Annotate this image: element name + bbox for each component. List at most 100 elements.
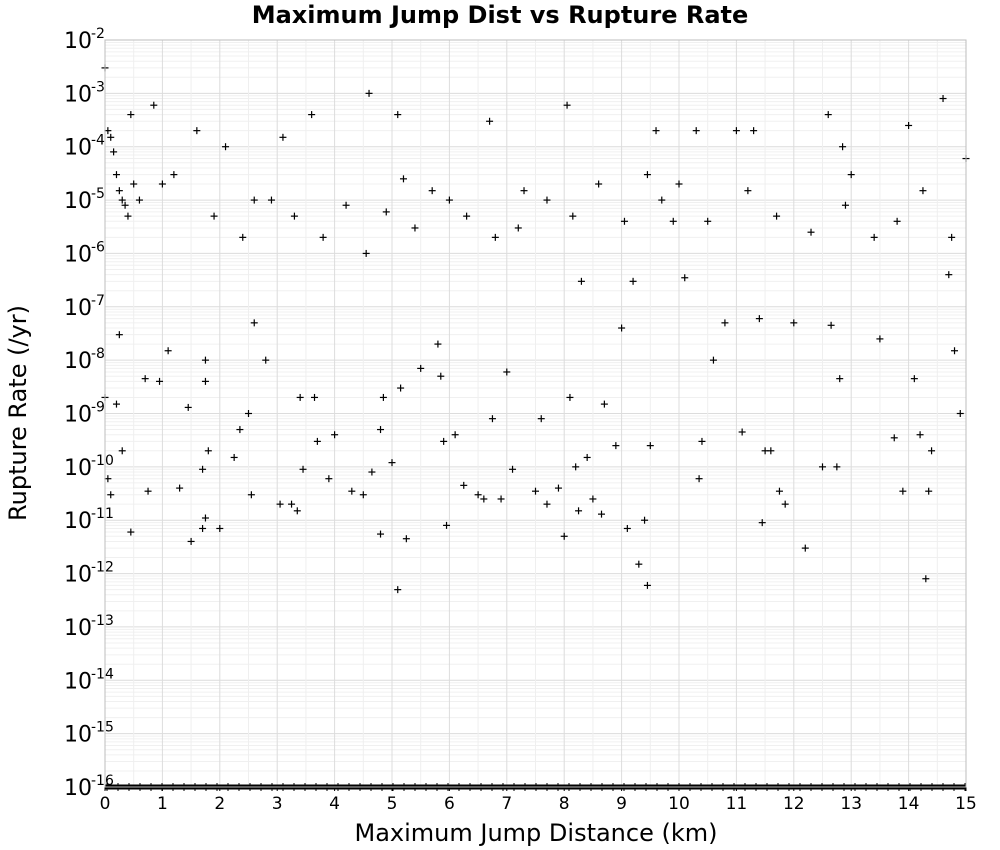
- x-tick-label: 1: [157, 794, 168, 814]
- data-point: [893, 217, 901, 225]
- x-tick-label: 5: [387, 794, 398, 814]
- data-point: [463, 212, 471, 220]
- y-tick-exponent: -12: [91, 560, 114, 576]
- data-point: [184, 403, 192, 411]
- data-point: [124, 212, 132, 220]
- data-point: [121, 201, 129, 209]
- data-point: [629, 277, 637, 285]
- data-point: [201, 356, 209, 364]
- y-tick-exponent: -8: [91, 346, 105, 362]
- data-point: [790, 319, 798, 327]
- data-point: [600, 400, 608, 408]
- data-point: [388, 459, 396, 467]
- data-point: [288, 500, 296, 508]
- data-point: [239, 233, 247, 241]
- data-point: [250, 319, 258, 327]
- data-point: [319, 233, 327, 241]
- y-tick-exponent: -15: [91, 720, 114, 736]
- y-tick-label: 10: [64, 723, 92, 748]
- y-tick-label: 10: [64, 669, 92, 694]
- grid: [104, 39, 967, 788]
- data-point: [641, 516, 649, 524]
- data-point: [368, 468, 376, 476]
- data-point: [612, 442, 620, 450]
- data-point: [738, 428, 746, 436]
- y-tick-label: 10: [64, 242, 92, 267]
- axis-ticks: 0 1 2 3 4 5 6 7 8 9 10 11 12 13 14 1510-210-310-410-510…: [64, 26, 977, 814]
- x-axis-label: Maximum Jump Distance (km): [355, 819, 718, 847]
- data-point: [486, 117, 494, 125]
- y-tick-label: 10: [64, 349, 92, 374]
- data-point: [695, 475, 703, 483]
- data-point: [141, 375, 149, 383]
- data-point: [618, 324, 626, 332]
- data-point: [890, 434, 898, 442]
- data-point: [417, 364, 425, 372]
- data-point: [222, 143, 230, 151]
- data-point: [313, 437, 321, 445]
- data-point: [216, 524, 224, 532]
- data-point: [348, 487, 356, 495]
- x-tick-label: 4: [329, 794, 340, 814]
- data-point: [156, 377, 164, 385]
- data-point: [532, 487, 539, 495]
- data-point: [135, 196, 143, 204]
- data-point: [732, 127, 740, 135]
- data-point: [127, 528, 135, 536]
- data-point: [204, 447, 212, 455]
- data-point: [819, 463, 826, 471]
- data-point: [115, 187, 123, 195]
- data-point: [365, 89, 373, 97]
- y-tick-exponent: -2: [91, 26, 105, 42]
- data-point: [397, 384, 405, 392]
- data-point: [342, 201, 350, 209]
- data-point: [110, 148, 118, 156]
- y-tick-label: 10: [64, 82, 92, 107]
- data-points: [101, 64, 970, 594]
- y-tick-exponent: -14: [91, 666, 114, 682]
- y-tick-label: 10: [64, 136, 92, 161]
- x-tick-label: 7: [501, 794, 512, 814]
- data-point: [176, 484, 184, 492]
- data-point: [572, 463, 580, 471]
- data-point: [847, 171, 855, 179]
- data-point: [311, 393, 319, 401]
- data-point: [899, 487, 907, 495]
- data-point: [293, 507, 301, 515]
- data-point: [833, 463, 841, 471]
- data-point: [827, 321, 835, 329]
- data-point: [876, 335, 884, 343]
- data-point: [721, 319, 729, 327]
- data-point: [443, 521, 451, 529]
- data-point: [566, 393, 574, 401]
- data-point: [925, 487, 933, 495]
- data-point: [595, 180, 603, 188]
- data-point: [115, 331, 123, 339]
- x-tick-label: 0: [100, 794, 111, 814]
- y-tick-label: 10: [64, 776, 92, 801]
- data-point: [460, 481, 468, 489]
- y-tick-exponent: -9: [91, 400, 105, 416]
- data-point: [201, 377, 209, 385]
- data-point: [951, 347, 959, 355]
- data-point: [112, 171, 120, 179]
- data-point: [399, 175, 407, 183]
- x-tick-label: 15: [955, 794, 977, 814]
- data-point: [437, 372, 445, 380]
- data-point: [299, 465, 307, 473]
- data-point: [150, 101, 158, 109]
- data-point: [646, 442, 654, 450]
- data-point: [758, 519, 766, 527]
- data-point: [377, 426, 385, 434]
- x-tick-label: 11: [726, 794, 748, 814]
- data-point: [247, 491, 255, 499]
- data-point: [775, 487, 783, 495]
- y-tick-label: 10: [64, 296, 92, 321]
- data-point: [331, 431, 339, 439]
- data-point: [480, 495, 488, 503]
- data-point: [187, 537, 195, 545]
- plot-frame: [104, 39, 967, 788]
- data-point: [801, 544, 809, 552]
- data-point: [773, 212, 781, 220]
- data-point: [807, 228, 815, 236]
